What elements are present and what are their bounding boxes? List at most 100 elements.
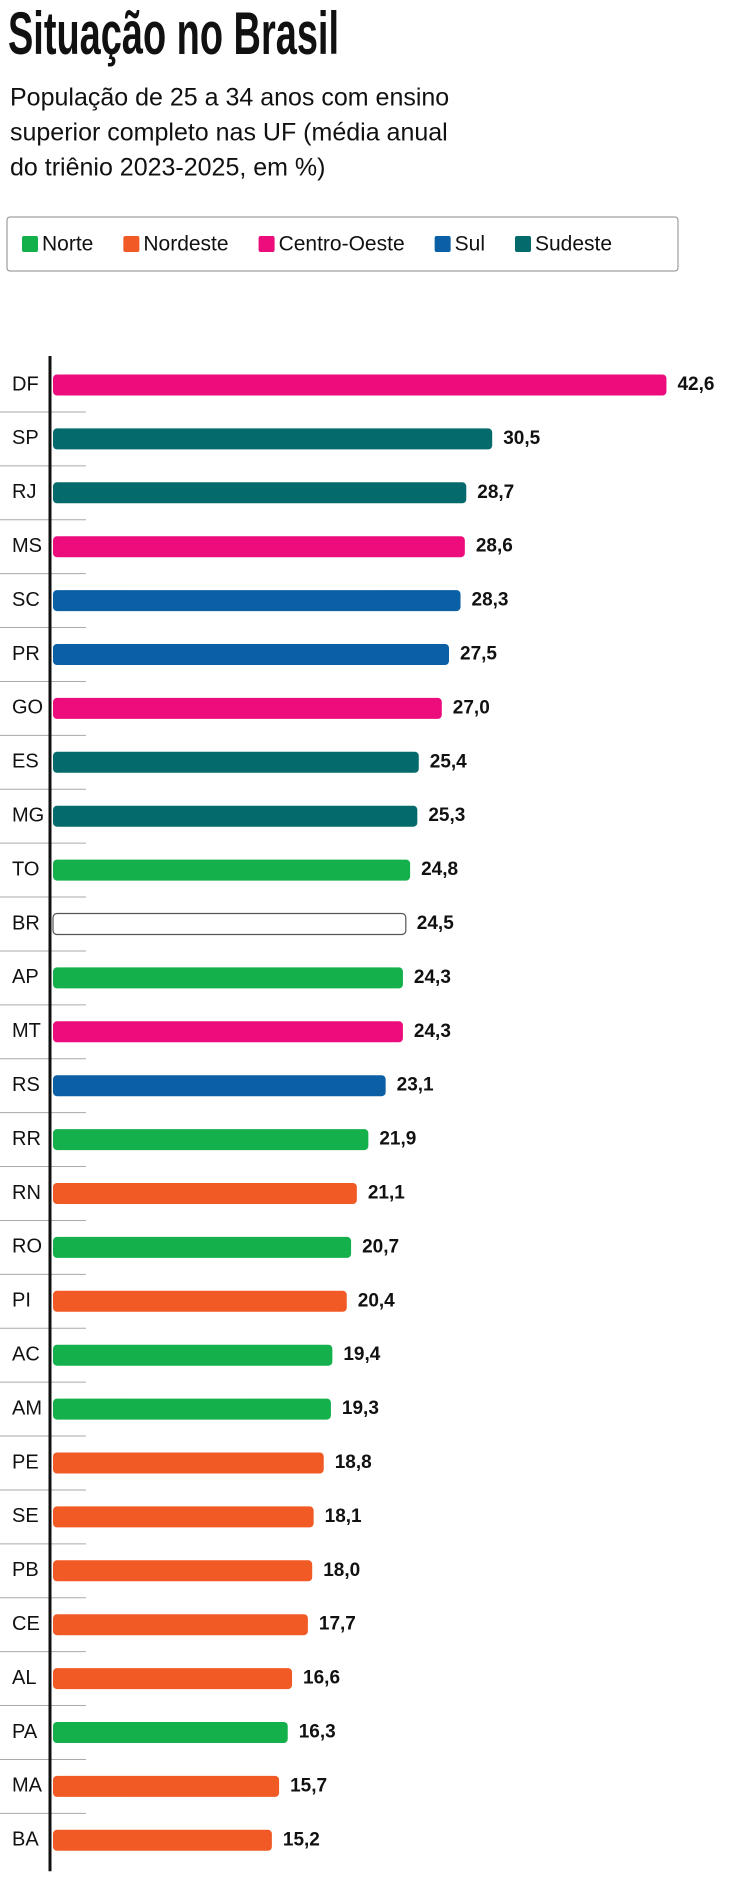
value-label: 17,7 [319,1614,356,1635]
category-label: SP [12,427,39,449]
bar [53,1614,308,1636]
bar [53,1560,313,1582]
category-label: PA [12,1721,38,1743]
bar [53,967,403,989]
chart-title: Situação no Brasil [8,0,339,67]
category-label: RR [12,1128,41,1150]
category-label: ES [12,751,39,773]
legend-swatch [258,236,275,252]
category-label: PR [12,643,40,665]
value-label: 28,7 [477,482,514,503]
category-label: RS [12,1074,40,1096]
value-label: 21,9 [379,1129,416,1150]
value-label: 20,7 [362,1236,399,1257]
category-label: GO [12,697,43,719]
legend-swatch [434,236,451,252]
bar [53,1398,331,1420]
category-label: PE [12,1451,39,1473]
value-label: 27,0 [453,697,490,718]
category-label: TO [12,858,39,880]
bar [53,751,419,773]
value-label: 16,6 [303,1668,340,1689]
legend-box [6,216,679,272]
category-label: MS [12,535,42,557]
value-label: 42,6 [677,374,714,395]
value-label: 18,8 [335,1452,372,1473]
value-label: 20,4 [358,1290,395,1311]
value-label: 27,5 [460,644,497,665]
value-label: 18,1 [325,1506,362,1527]
value-label: 24,8 [421,859,458,880]
category-label: DF [12,373,39,395]
category-label: AM [12,1397,42,1419]
legend-label: Nordeste [143,233,228,256]
value-label: 24,5 [417,913,454,934]
bar [53,805,418,827]
category-label: BA [12,1829,39,1851]
bar [53,1452,324,1474]
legend-swatch [22,236,38,252]
bar [53,859,411,881]
bar [53,1236,352,1258]
value-label: 25,4 [430,751,467,772]
bar [53,536,465,558]
bar [53,1183,357,1204]
category-label: PI [12,1290,31,1312]
category-label: RN [12,1182,41,1204]
category-label: RO [12,1236,42,1258]
bar [53,482,467,504]
legend-swatch [515,236,531,252]
value-label: 19,3 [342,1398,379,1419]
bar [53,1021,403,1043]
category-label: BR [12,912,40,934]
value-label: 15,2 [283,1829,320,1850]
value-label: 24,3 [414,967,451,988]
value-label: 25,3 [428,805,465,826]
bar [53,428,493,450]
category-label: SE [12,1505,39,1527]
bar [53,1290,347,1312]
legend-swatch [123,236,140,252]
legend-label: Sudeste [535,233,612,256]
subtitle: População de 25 a 34 anos com ensino [10,84,449,112]
category-label: SC [12,589,40,611]
legend-label: Norte [42,233,93,256]
bar [53,644,449,665]
category-label: PB [12,1559,39,1581]
category-label: CE [12,1613,40,1635]
bar [53,1668,293,1690]
value-label: 18,0 [323,1560,360,1581]
value-label: 28,3 [472,590,509,611]
bar [53,1129,369,1151]
bar [53,590,461,612]
bar [53,1775,280,1797]
subtitle: do triênio 2023-2025, em %) [10,154,325,182]
category-label: AP [12,966,39,988]
value-label: 16,3 [299,1722,336,1743]
bar [53,1075,386,1097]
subtitle: superior completo nas UF (média anual [10,119,448,147]
bar [53,1722,288,1743]
value-label: 21,1 [368,1183,405,1204]
category-label: MT [12,1020,41,1042]
category-label: MA [12,1775,43,1797]
value-label: 15,7 [290,1775,327,1796]
value-label: 24,3 [414,1021,451,1042]
bar [53,1344,333,1366]
value-label: 19,4 [343,1344,380,1365]
category-label: AL [12,1667,36,1689]
bar [53,374,667,396]
bar [53,1829,272,1851]
category-label: RJ [12,481,36,503]
category-label: MG [12,804,44,826]
legend-label: Sul [455,233,485,256]
bar [53,1506,314,1528]
bar [53,697,442,719]
legend-label: Centro-Oeste [279,233,405,256]
category-label: AC [12,1343,40,1365]
value-label: 23,1 [397,1075,434,1096]
value-label: 30,5 [503,428,540,449]
value-label: 28,6 [476,536,513,557]
bar [52,912,407,936]
